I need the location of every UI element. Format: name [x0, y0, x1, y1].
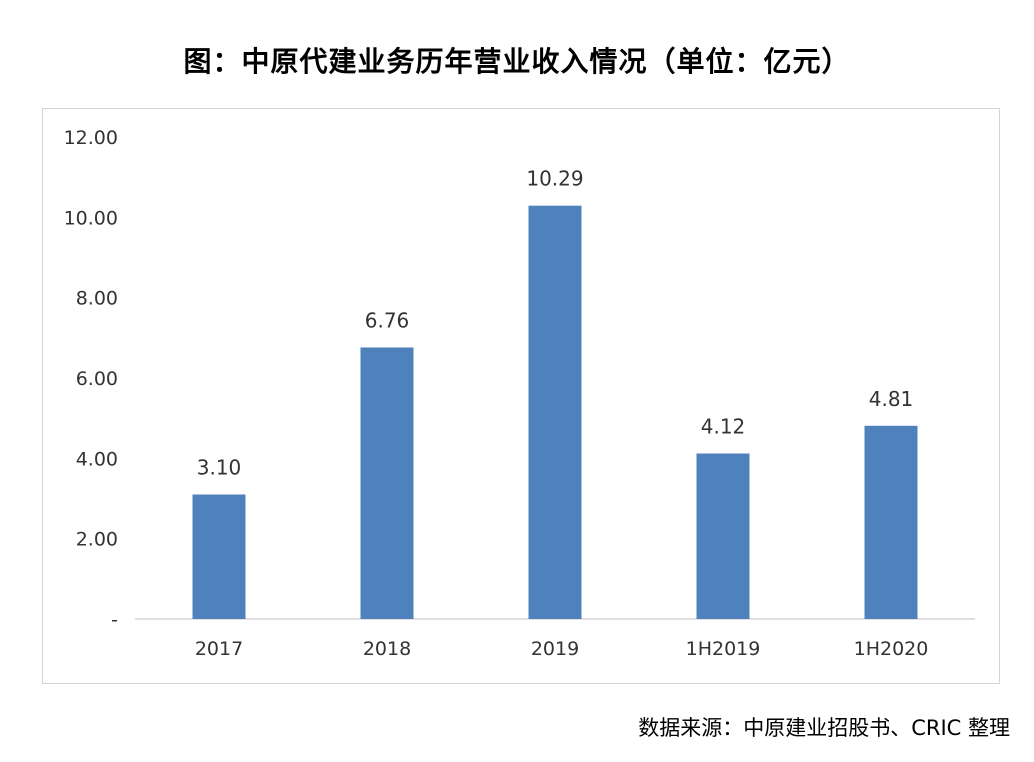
y-tick-label: - — [111, 609, 118, 631]
chart-area: - 2.00 4.00 6.00 8.00 10.00 12.00 3.10 2017 6.76 2… — [42, 108, 1000, 684]
x-tick-label: 2017 — [195, 638, 243, 660]
x-tick-label: 1H2020 — [854, 638, 929, 660]
x-tick-label: 2018 — [363, 638, 411, 660]
x-tick-label: 2019 — [531, 638, 579, 660]
y-tick-label: 4.00 — [76, 448, 118, 470]
bar — [864, 425, 918, 619]
y-tick-label: 12.00 — [64, 127, 118, 149]
bar — [192, 494, 246, 619]
x-tick-label: 1H2019 — [686, 638, 761, 660]
data-label: 10.29 — [526, 167, 583, 191]
y-tick-label: 6.00 — [76, 368, 118, 390]
chart-title: 图：中原代建业务历年营业收入情况（单位：亿元） — [183, 45, 851, 78]
y-tick-label: 8.00 — [76, 288, 118, 310]
data-label: 4.12 — [701, 415, 746, 439]
y-tick-label: 10.00 — [64, 207, 118, 229]
bar-chart: - 2.00 4.00 6.00 8.00 10.00 12.00 3.10 2017 6.76 2… — [64, 127, 975, 660]
data-label: 3.10 — [197, 455, 242, 479]
y-tick-label: 2.00 — [76, 529, 118, 551]
data-label: 6.76 — [365, 308, 410, 332]
data-label: 4.81 — [869, 387, 914, 411]
source-note: 数据来源：中原建业招股书、CRIC 整理 — [638, 716, 1010, 740]
bar — [528, 205, 582, 619]
bar — [360, 347, 414, 619]
bar — [696, 453, 750, 619]
